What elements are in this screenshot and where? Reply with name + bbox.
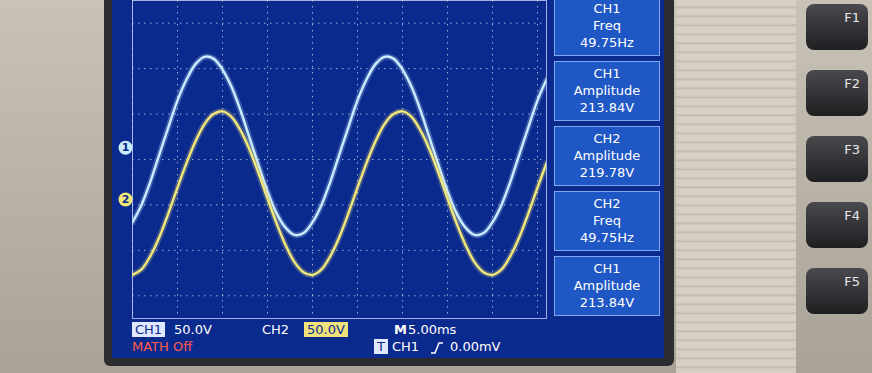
html-text:Freq: Freq bbox=[593, 213, 621, 228]
html-text:49.75Hz: 49.75Hz bbox=[580, 230, 634, 245]
svg-text:1: 1 bbox=[122, 141, 130, 154]
html-text:CH1: CH1 bbox=[593, 66, 621, 81]
html-text:F4: F4 bbox=[844, 208, 860, 223]
html-text:CH2: CH2 bbox=[262, 322, 290, 337]
html-text:F3: F3 bbox=[844, 142, 860, 157]
html-text:CH2: CH2 bbox=[593, 131, 621, 146]
svg-text:2: 2 bbox=[122, 193, 130, 206]
html-text:CH1: CH1 bbox=[135, 322, 163, 337]
html-text:213.84V: 213.84V bbox=[579, 295, 635, 310]
html-text:49.75Hz: 49.75Hz bbox=[580, 35, 634, 50]
html-text:Freq: Freq bbox=[593, 18, 621, 33]
html-text:CH1: CH1 bbox=[593, 1, 621, 16]
html-text:Amplitude: Amplitude bbox=[573, 278, 641, 293]
html-text:CH1: CH1 bbox=[392, 339, 420, 354]
html-text:CH2: CH2 bbox=[593, 196, 621, 211]
html-text:213.84V: 213.84V bbox=[579, 100, 635, 115]
html-text:MATH Off: MATH Off bbox=[132, 339, 193, 354]
html-text:T: T bbox=[377, 339, 385, 354]
html-text:50.0V: 50.0V bbox=[174, 322, 212, 337]
html-text:F1: F1 bbox=[844, 10, 860, 25]
html-text:0.00mV: 0.00mV bbox=[450, 339, 501, 354]
html-text:Amplitude: Amplitude bbox=[573, 83, 641, 98]
html-text:F5: F5 bbox=[844, 274, 860, 289]
html-text:50.0V: 50.0V bbox=[307, 322, 345, 337]
html-text:M 5.00ms: M 5.00ms bbox=[394, 322, 457, 337]
html-text:219.78V: 219.78V bbox=[579, 165, 635, 180]
html-text:CH1: CH1 bbox=[593, 261, 621, 276]
html-text:F2: F2 bbox=[844, 76, 860, 91]
html-text:Amplitude: Amplitude bbox=[573, 148, 641, 163]
